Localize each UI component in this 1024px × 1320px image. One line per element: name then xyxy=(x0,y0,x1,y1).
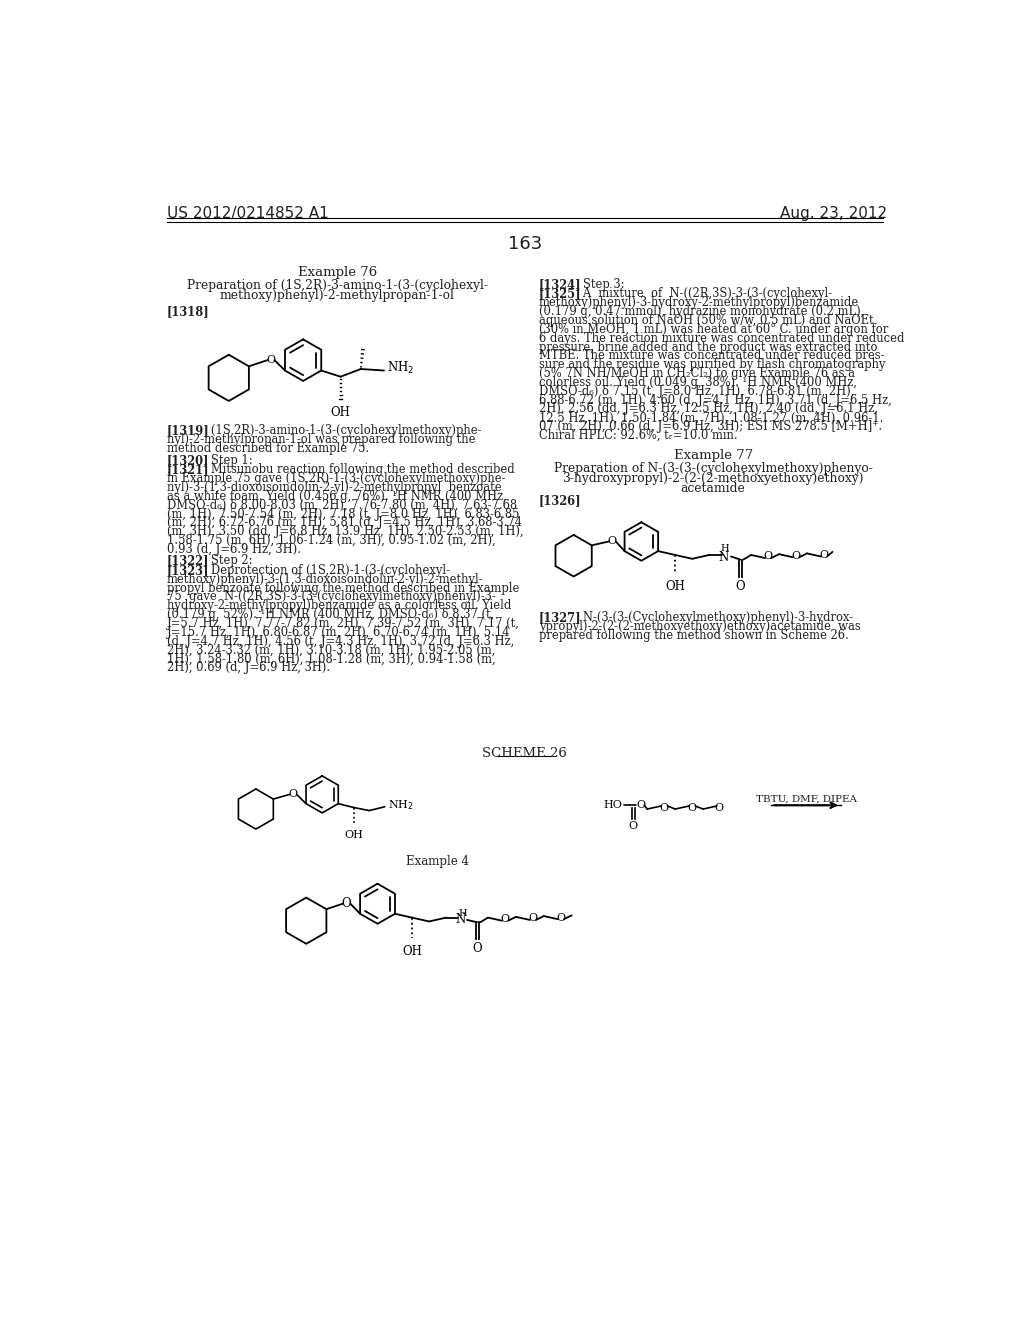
Text: Preparation of (1S,2R)-3-amino-1-(3-(cyclohexyl-: Preparation of (1S,2R)-3-amino-1-(3-(cyc… xyxy=(186,280,487,292)
Text: aqueous solution of NaOH (50% w/w, 0.5 mL) and NaOEt: aqueous solution of NaOH (50% w/w, 0.5 m… xyxy=(539,314,873,327)
Text: (m, 1H), 7.50-7.54 (m, 2H), 7.18 (t, J=8.0 Hz, 1H), 6.83-6.85: (m, 1H), 7.50-7.54 (m, 2H), 7.18 (t, J=8… xyxy=(167,508,519,520)
Text: NH$_2$: NH$_2$ xyxy=(388,799,414,812)
Text: N-(3-(3-(Cyclohexylmethoxy)phenyl)-3-hydrox-: N-(3-(3-(Cyclohexylmethoxy)phenyl)-3-hyd… xyxy=(572,611,853,624)
Text: O: O xyxy=(342,898,351,911)
Text: OH: OH xyxy=(402,945,422,958)
Text: 2H), 2.56 (dd, J=6.3 Hz, 12.5 Hz, 1H), 2.40 (dd, J=6.1 Hz,: 2H), 2.56 (dd, J=6.3 Hz, 12.5 Hz, 1H), 2… xyxy=(539,403,878,416)
Text: NH$_2$: NH$_2$ xyxy=(387,360,415,376)
Text: O: O xyxy=(715,803,724,813)
Text: Step 2:: Step 2: xyxy=(200,554,253,568)
Text: pressure, brine added and the product was extracted into: pressure, brine added and the product wa… xyxy=(539,341,878,354)
Text: (0.179 g, 52%). ¹H NMR (400 MHz, DMSO-d₆) δ 8.37 (t,: (0.179 g, 52%). ¹H NMR (400 MHz, DMSO-d₆… xyxy=(167,609,494,622)
Text: Chiral HPLC: 92.6%, tᵣ=10.0 min.: Chiral HPLC: 92.6%, tᵣ=10.0 min. xyxy=(539,429,737,442)
Text: ypropyl)-2-(2-(2-methoxyethoxy)ethoxy)acetamide  was: ypropyl)-2-(2-(2-methoxyethoxy)ethoxy)ac… xyxy=(539,620,860,634)
Text: O: O xyxy=(501,915,510,924)
Text: nyl)-2-methylpropan-1-ol was prepared following the: nyl)-2-methylpropan-1-ol was prepared fo… xyxy=(167,433,475,446)
Text: (5% 7N NH/MeOH in CH₂Cl₂) to give Example 76 as a: (5% 7N NH/MeOH in CH₂Cl₂) to give Exampl… xyxy=(539,367,855,380)
Text: O: O xyxy=(472,942,482,956)
Text: J=15.7 Hz, 1H), 6.80-6.87 (m, 2H), 6.70-6.74 (m, 1H), 5.14: J=15.7 Hz, 1H), 6.80-6.87 (m, 2H), 6.70-… xyxy=(167,626,510,639)
Text: O: O xyxy=(607,536,616,546)
Text: O: O xyxy=(528,913,538,924)
Text: A  mixture  of  N-((2R,3S)-3-(3-(cyclohexyl-: A mixture of N-((2R,3S)-3-(3-(cyclohexyl… xyxy=(572,288,833,301)
Text: DMSO-d₆) δ 7.15 (t, J=8.0 Hz, 1H), 6.78-6.81 (m, 2H),: DMSO-d₆) δ 7.15 (t, J=8.0 Hz, 1H), 6.78-… xyxy=(539,385,854,397)
Text: Example 76: Example 76 xyxy=(298,267,377,280)
Text: nyl)-3-(1,3-dioxoisoindolin-2-yl)-2-methylpropyl  benzoate: nyl)-3-(1,3-dioxoisoindolin-2-yl)-2-meth… xyxy=(167,480,502,494)
Text: Preparation of N-(3-(3-(cyclohexylmethoxy)phenyo-: Preparation of N-(3-(3-(cyclohexylmethox… xyxy=(554,462,872,475)
Text: prepared following the method shown in Scheme 26.: prepared following the method shown in S… xyxy=(539,628,849,642)
Text: US 2012/0214852 A1: US 2012/0214852 A1 xyxy=(167,206,329,222)
Text: Step 3:: Step 3: xyxy=(572,277,625,290)
Text: [1327]: [1327] xyxy=(539,611,582,624)
Text: O: O xyxy=(688,803,696,813)
Text: (d, J=4.7 Hz, 1H), 4.56 (t, J=4.3 Hz, 1H), 3.72 (d, J=6.3 Hz,: (d, J=4.7 Hz, 1H), 4.56 (t, J=4.3 Hz, 1H… xyxy=(167,635,514,648)
Text: [1323]: [1323] xyxy=(167,564,209,577)
Text: (m, 2H), 6.72-6.76 (m, 1H), 5.81 (d, J=4.5 Hz, 1H), 3.68-3.74: (m, 2H), 6.72-6.76 (m, 1H), 5.81 (d, J=4… xyxy=(167,516,522,529)
Text: 07 (m, 2H), 0.66 (d, J=6.9 Hz, 3H); ESI MS 278.5 [M+H]⁺.: 07 (m, 2H), 0.66 (d, J=6.9 Hz, 3H); ESI … xyxy=(539,420,882,433)
Text: OH: OH xyxy=(331,407,350,418)
Text: O: O xyxy=(637,800,645,810)
Text: methoxy)phenyl)-2-methylpropan-1-ol: methoxy)phenyl)-2-methylpropan-1-ol xyxy=(220,289,455,302)
Text: O: O xyxy=(556,912,565,923)
Text: 2H), 3.24-3.32 (m, 1H), 3.10-3.18 (m, 1H), 1.95-2.05 (m,: 2H), 3.24-3.32 (m, 1H), 3.10-3.18 (m, 1H… xyxy=(167,644,496,656)
Text: Example 4: Example 4 xyxy=(407,855,469,869)
Text: N: N xyxy=(455,913,465,927)
Text: O: O xyxy=(629,821,638,830)
Text: TBTU, DMF, DIPEA: TBTU, DMF, DIPEA xyxy=(756,795,857,804)
Text: [1324]: [1324] xyxy=(539,277,582,290)
Text: 0.93 (d, J=6.9 Hz, 3H).: 0.93 (d, J=6.9 Hz, 3H). xyxy=(167,543,301,556)
Text: in Example 75 gave (1S,2R)-1-(3-(cyclohexylmethoxy)phe-: in Example 75 gave (1S,2R)-1-(3-(cyclohe… xyxy=(167,473,505,486)
Text: O: O xyxy=(266,355,275,366)
Text: J=5.7 Hz, 1H), 7.77-7.82 (m, 2H), 7.39-7.52 (m, 3H), 7.17 (t,: J=5.7 Hz, 1H), 7.77-7.82 (m, 2H), 7.39-7… xyxy=(167,616,519,630)
Text: (30% in MeOH, 1 mL) was heated at 60° C. under argon for: (30% in MeOH, 1 mL) was heated at 60° C.… xyxy=(539,323,888,335)
Text: 75  gave  N-((2R,3S)-3-(3-(cyclohexylmethoxy)phenyl)-3-: 75 gave N-((2R,3S)-3-(3-(cyclohexylmetho… xyxy=(167,590,496,603)
Text: H: H xyxy=(459,909,468,919)
Text: [1318]: [1318] xyxy=(167,305,210,318)
Text: Aug. 23, 2012: Aug. 23, 2012 xyxy=(780,206,888,222)
Text: [1322]: [1322] xyxy=(167,554,209,568)
Text: colorless oil. Yield (0.049 g, 38%). ¹H NMR (400 MHz,: colorless oil. Yield (0.049 g, 38%). ¹H … xyxy=(539,376,857,389)
Text: DMSO-d₆) δ 8.00-8.03 (m, 2H), 7.76-7.80 (m, 4H), 7.63-7.68: DMSO-d₆) δ 8.00-8.03 (m, 2H), 7.76-7.80 … xyxy=(167,499,517,512)
Text: 12.5 Hz, 1H), 1.50-1.84 (m, 7H), 1.08-1.27 (m, 4H), 0.96-1.: 12.5 Hz, 1H), 1.50-1.84 (m, 7H), 1.08-1.… xyxy=(539,412,883,424)
Text: OH: OH xyxy=(344,830,364,840)
Text: (0.179 g, 0.47 mmol), hydrazine monohydrate (0.2 mL),: (0.179 g, 0.47 mmol), hydrazine monohydr… xyxy=(539,305,864,318)
Text: 6 days. The reaction mixture was concentrated under reduced: 6 days. The reaction mixture was concent… xyxy=(539,331,904,345)
Text: HO: HO xyxy=(603,800,623,810)
Text: Step 1:: Step 1: xyxy=(200,454,253,467)
Text: methoxy)phenyl)-3-(1,3-dioxoisoindolin-2-yl)-2-methyl-: methoxy)phenyl)-3-(1,3-dioxoisoindolin-2… xyxy=(167,573,483,586)
Text: O: O xyxy=(659,803,669,813)
Text: Deprotection of (1S,2R)-1-(3-(cyclohexyl-: Deprotection of (1S,2R)-1-(3-(cyclohexyl… xyxy=(200,564,451,577)
Text: [1325]: [1325] xyxy=(539,288,582,301)
Text: [1321]: [1321] xyxy=(167,463,209,477)
Text: O: O xyxy=(735,579,745,593)
Text: SCHEME 26: SCHEME 26 xyxy=(482,747,567,760)
Text: as a white foam. Yield (0.456 g, 76%). ¹H NMR (400 MHz,: as a white foam. Yield (0.456 g, 76%). ¹… xyxy=(167,490,507,503)
Text: 6.88-6.72 (m, 1H), 4.60 (d, J=4.1 Hz, 1H), 3.71 (d, J=6.5 Hz,: 6.88-6.72 (m, 1H), 4.60 (d, J=4.1 Hz, 1H… xyxy=(539,393,892,407)
Text: method described for Example 75.: method described for Example 75. xyxy=(167,442,369,455)
Text: Mitsunobu reaction following the method described: Mitsunobu reaction following the method … xyxy=(200,463,515,477)
Text: [1320]: [1320] xyxy=(167,454,209,467)
Text: [1326]: [1326] xyxy=(539,494,582,507)
Text: Example 77: Example 77 xyxy=(674,449,753,462)
Text: MTBE. The mixture was concentrated under reduced pres-: MTBE. The mixture was concentrated under… xyxy=(539,350,885,363)
Text: (m, 3H), 3.50 (dd, J=6.8 Hz, 13.9 Hz, 1H), 2.50-2.53 (m, 1H),: (m, 3H), 3.50 (dd, J=6.8 Hz, 13.9 Hz, 1H… xyxy=(167,525,523,539)
Text: O: O xyxy=(288,789,297,800)
Text: hydroxy-2-methylpropyl)benzamide as a colorless oil. Yield: hydroxy-2-methylpropyl)benzamide as a co… xyxy=(167,599,511,612)
Text: methoxy)phenyl)-3-hydroxy-2-methylpropyl)benzamide: methoxy)phenyl)-3-hydroxy-2-methylpropyl… xyxy=(539,296,859,309)
Text: O: O xyxy=(764,552,773,561)
Text: 1.58-1.75 (m, 6H), 1.06-1.24 (m, 3H), 0.95-1.02 (m, 2H),: 1.58-1.75 (m, 6H), 1.06-1.24 (m, 3H), 0.… xyxy=(167,535,496,548)
Text: N: N xyxy=(718,550,728,564)
Text: sure and the residue was purified by flash chromatography: sure and the residue was purified by fla… xyxy=(539,358,886,371)
Text: [1319]: [1319] xyxy=(167,424,210,437)
Text: 1H), 1.58-1.80 (m, 6H), 1.08-1.28 (m, 3H), 0.94-1.58 (m,: 1H), 1.58-1.80 (m, 6H), 1.08-1.28 (m, 3H… xyxy=(167,652,496,665)
Text: O: O xyxy=(792,550,801,561)
Text: (1S,2R)-3-amino-1-(3-(cyclohexylmethoxy)phe-: (1S,2R)-3-amino-1-(3-(cyclohexylmethoxy)… xyxy=(200,424,481,437)
Text: 2H), 0.69 (d, J=6.9 Hz, 3H).: 2H), 0.69 (d, J=6.9 Hz, 3H). xyxy=(167,661,330,675)
Text: H: H xyxy=(721,544,729,553)
Text: OH: OH xyxy=(666,581,685,594)
Text: 163: 163 xyxy=(508,235,542,253)
Text: 3-hydroxypropyl)-2-(2-(2-methoxyethoxy)ethoxy): 3-hydroxypropyl)-2-(2-(2-methoxyethoxy)e… xyxy=(562,471,864,484)
Text: acetamide: acetamide xyxy=(681,482,745,495)
Text: propyl benzoate following the method described in Example: propyl benzoate following the method des… xyxy=(167,582,519,594)
Text: O: O xyxy=(819,550,828,560)
